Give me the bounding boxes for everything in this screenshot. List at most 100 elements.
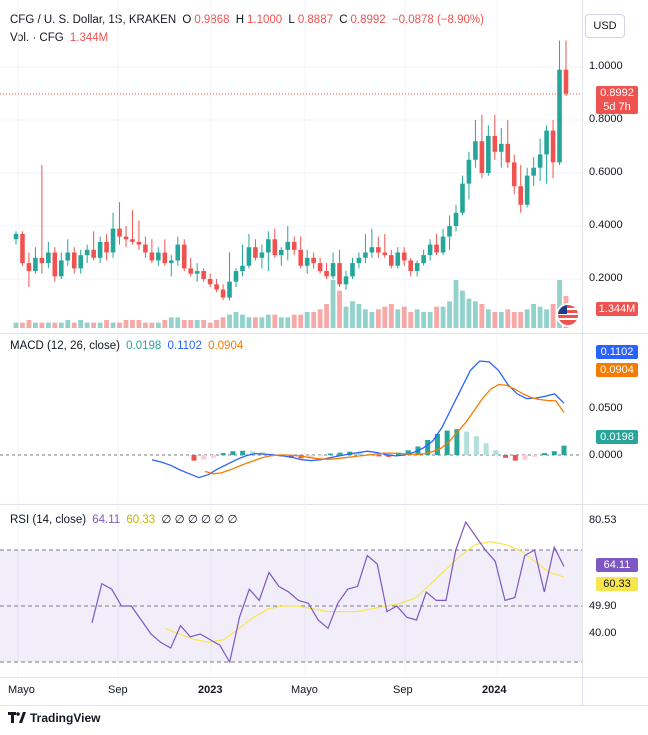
flag-icon[interactable] [556,303,580,327]
currency-button[interactable]: USD [585,14,625,38]
candle-body [498,143,504,152]
volume-bar [194,320,200,328]
footer-divider [0,705,648,706]
volume-bar [240,314,245,328]
macd-hist-bar [425,439,431,455]
macd-label[interactable]: MACD (12, 26, close) [10,340,120,352]
candle-body [220,289,226,298]
volume-value: 1.344M [69,32,109,44]
candle-body [272,239,278,256]
volume-bar [330,280,336,328]
candle-body [266,239,271,253]
macd-signal-value: 0.0904 [208,340,244,352]
macd-value-tag: 0.1102 [596,345,638,359]
volume-label[interactable]: Vol. · CFG [10,32,64,44]
candle-body [181,244,187,269]
volume-bar [84,322,90,328]
hist-value-tag: 0.0198 [596,430,638,444]
volume-bar [136,320,142,328]
candle-body [214,284,219,290]
macd-hist-bar [551,451,557,455]
macd-hist-bar [512,455,518,461]
macd-hist-bar [191,455,197,461]
volume-bar [117,322,122,328]
macd-hist-bar [210,455,216,458]
candle-body [291,241,297,250]
macd-hist-bar [327,453,333,455]
candle-body [550,130,556,163]
pane-divider-rsi [0,504,648,505]
macd-hist-bar [249,451,255,455]
candle-body [207,279,213,285]
candle-body [71,252,77,269]
macd-line [151,360,565,479]
candle-body [511,162,517,187]
volume-bar [421,312,427,328]
volume-bar [20,322,25,328]
volume-bar [485,309,491,328]
volume-bar [130,320,135,328]
candle-body [505,143,511,163]
candle-body [227,281,232,298]
volume-bar [278,317,284,328]
candle-body [233,271,239,282]
rsi-line [91,520,565,664]
open-label: O [182,14,192,26]
volume-bar [39,322,45,328]
volume-bar [460,290,465,328]
chart-canvas[interactable] [0,0,582,705]
candle-body [259,252,265,258]
candle-body [531,167,536,176]
volume-bar [505,309,511,328]
volume-bar [337,290,342,328]
macd-hist-bar [357,452,363,455]
macd-hist-bar [473,436,479,455]
candle-body [486,135,491,173]
volume-bar [188,320,194,328]
symbol-title[interactable]: CFG / U. S. Dollar, 1S, KRAKEN [10,14,177,26]
signal-line [204,383,565,475]
candle-body [39,257,45,264]
volume-bar [220,317,226,328]
volume-bar [214,320,219,328]
volume-bar [453,280,459,328]
candle-body [188,268,194,274]
volume-bar [395,309,401,328]
volume-bar [26,320,32,328]
macd-hist-bar [561,445,567,455]
candle-body [123,236,129,240]
macd-hist-bar [318,455,324,457]
candle-body [453,212,459,226]
last-price-value: 0.8992 [600,87,634,99]
volume-bar [324,304,329,328]
candle-body [324,271,329,277]
volume-bar [175,317,181,328]
macd-hist-bar [532,455,538,457]
volume-bar [369,312,375,328]
candle-body [253,247,258,258]
rsi-value: 64.11 [92,514,121,526]
macd-pane [0,360,582,479]
candle-body [175,244,181,261]
candle-body [97,241,103,258]
candle-body [78,255,84,269]
rsi-tick-2: 49.90 [589,600,617,612]
volume-bar [13,322,19,328]
volume-bar [440,306,446,328]
open-value: 0.9868 [194,14,230,26]
volume-bar [447,301,452,328]
candle-body [168,260,174,264]
close-value: 0.8992 [350,14,386,26]
candle-body [110,228,116,253]
candle-body [156,252,161,261]
candle-body [473,141,478,160]
time-tick-6: 2024 [482,684,507,696]
rsi-label[interactable]: RSI (14, close) [10,514,87,526]
candle-body [278,249,284,256]
rsi-value-tag: 64.11 [596,558,638,572]
tradingview-logo[interactable]: TradingView [8,711,100,725]
change-value: −0.0878 (−8.90%) [391,14,484,26]
volume-bar [304,312,310,328]
volume-bar [91,322,97,328]
candle-body [537,154,543,168]
